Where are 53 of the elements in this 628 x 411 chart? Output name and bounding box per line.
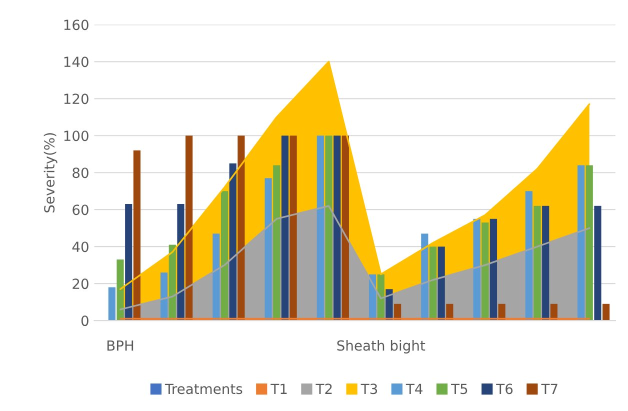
y-tick-label: 40	[72, 242, 88, 252]
y-tick-label: 60	[72, 204, 88, 216]
bar	[602, 304, 610, 321]
bar	[290, 136, 297, 321]
y-tick-label: 80	[72, 168, 88, 178]
legend-label: T6	[496, 384, 513, 394]
bar	[168, 244, 176, 321]
bar	[542, 206, 550, 321]
legend-label: T2	[316, 384, 332, 394]
bar	[325, 136, 332, 321]
bar	[429, 246, 437, 321]
bar	[229, 163, 236, 321]
bar	[116, 260, 124, 321]
bar	[160, 272, 168, 321]
bar	[577, 165, 585, 321]
bar	[594, 206, 602, 321]
legend-label: T1	[270, 384, 287, 394]
legend-label: T4	[406, 384, 422, 394]
x-tick-label: BPH	[107, 340, 134, 351]
bar	[238, 136, 245, 321]
bar	[316, 136, 324, 321]
bar	[525, 191, 532, 321]
bar	[186, 136, 193, 321]
bar	[421, 234, 428, 321]
legend-label: T5	[450, 384, 468, 394]
bar	[342, 136, 349, 321]
legend-label: T7	[541, 384, 558, 394]
legend-label: T3	[360, 384, 378, 394]
bar	[177, 204, 184, 321]
bar	[264, 178, 272, 321]
y-tick-label: 0	[81, 316, 88, 326]
bar	[482, 222, 489, 321]
bar	[108, 287, 116, 321]
bar	[490, 218, 498, 321]
bar	[281, 136, 289, 321]
bar	[473, 218, 480, 321]
y-tick-label: 20	[72, 278, 88, 290]
y-axis-title: Severity(%)	[44, 133, 58, 212]
bar	[534, 206, 541, 321]
y-tick-label: 120	[64, 94, 88, 104]
bar	[438, 246, 445, 321]
bar	[212, 234, 220, 321]
y-tick-label: 100	[64, 130, 88, 142]
bar	[220, 191, 228, 321]
y-tick-label: 160	[64, 20, 88, 30]
bar	[125, 204, 132, 321]
y-tick-label: 140	[64, 56, 88, 68]
x-tick-label: Sheath bight	[337, 340, 426, 354]
bar	[334, 136, 341, 321]
bar	[273, 165, 280, 321]
legend-label: Treatments	[164, 384, 242, 394]
bar	[133, 150, 140, 321]
bar	[586, 165, 593, 321]
